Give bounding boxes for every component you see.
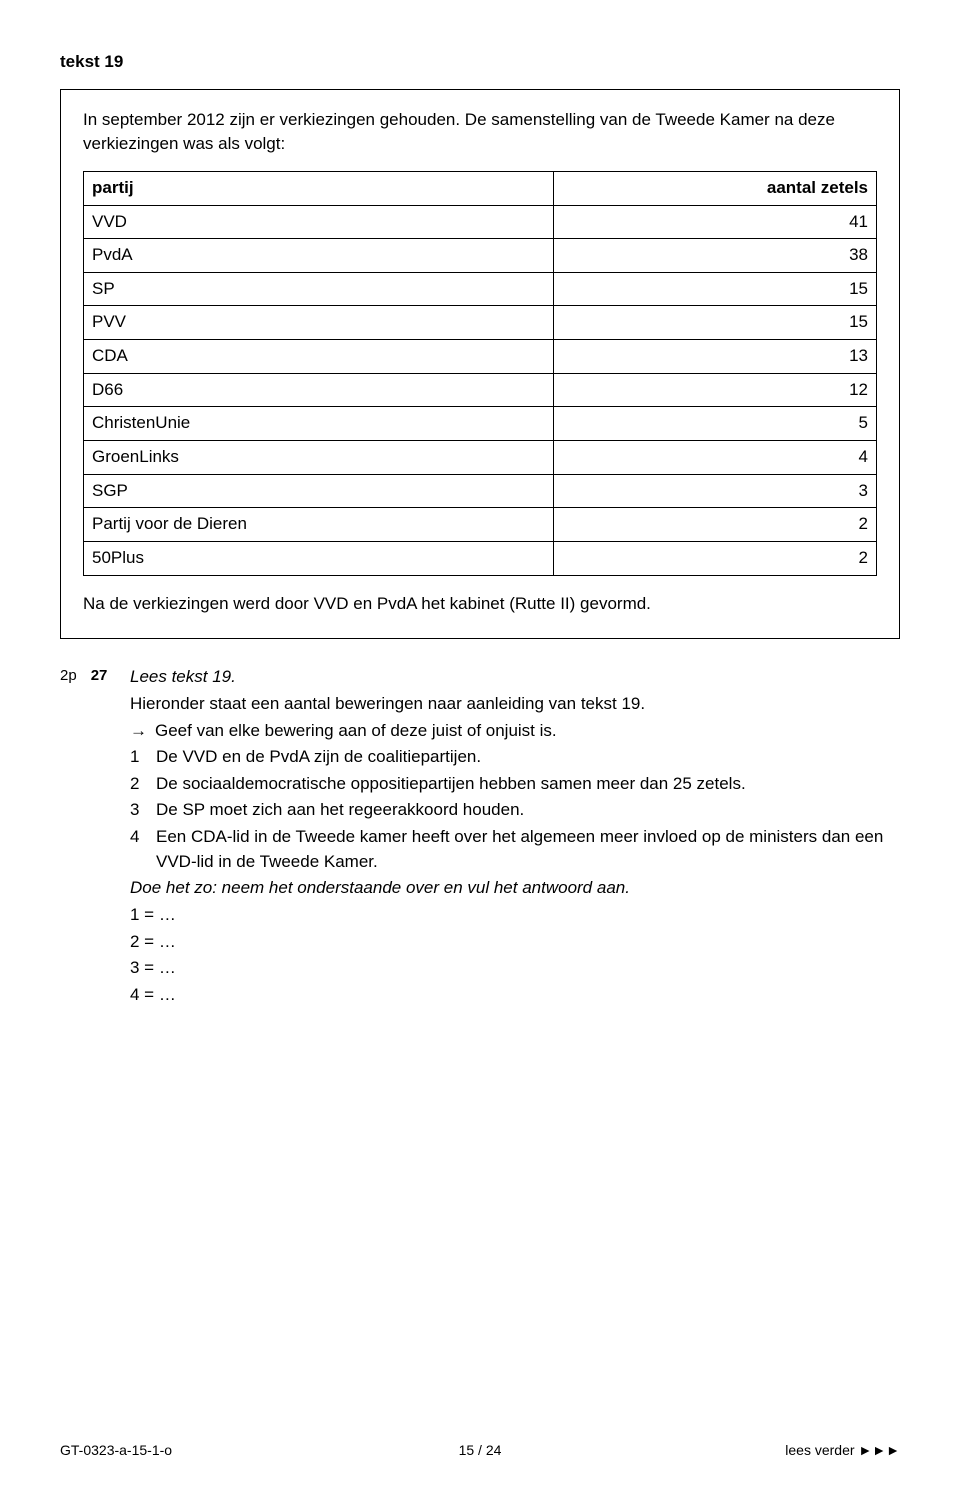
- table-row: PVV15: [84, 306, 877, 340]
- seats-cell: 3: [554, 474, 877, 508]
- page-footer: GT-0323-a-15-1-o 15 / 24 lees verder ►►►: [60, 1440, 900, 1460]
- statement-number: 1: [130, 745, 156, 770]
- party-cell: SGP: [84, 474, 554, 508]
- table-row: GroenLinks4: [84, 441, 877, 475]
- table-row: PvdA38: [84, 239, 877, 273]
- party-cell: 50Plus: [84, 541, 554, 575]
- party-cell: GroenLinks: [84, 441, 554, 475]
- seats-cell: 13: [554, 340, 877, 374]
- party-cell: VVD: [84, 205, 554, 239]
- lead-text: Hieronder staat een aantal beweringen na…: [130, 692, 900, 717]
- seats-cell: 5: [554, 407, 877, 441]
- question-body: Lees tekst 19. Hieronder staat een aanta…: [130, 665, 900, 1007]
- party-cell: PVV: [84, 306, 554, 340]
- statement-line: 3De SP moet zich aan het regeerakkoord h…: [130, 798, 900, 823]
- question-points: 2p: [60, 665, 77, 1007]
- table-row: CDA13: [84, 340, 877, 374]
- statement-line: 2De sociaaldemocratische oppositiepartij…: [130, 772, 900, 797]
- statement-text: Een CDA-lid in de Tweede kamer heeft ove…: [156, 825, 900, 874]
- statement-number: 2: [130, 772, 156, 797]
- party-cell: ChristenUnie: [84, 407, 554, 441]
- party-cell: D66: [84, 373, 554, 407]
- statement-line: 1De VVD en de PvdA zijn de coalitieparti…: [130, 745, 900, 770]
- table-row: Partij voor de Dieren2: [84, 508, 877, 542]
- footer-middle: 15 / 24: [60, 1440, 900, 1460]
- question-block: 2p 27 Lees tekst 19. Hieronder staat een…: [60, 665, 900, 1007]
- table-row: SGP3: [84, 474, 877, 508]
- table-row: SP15: [84, 272, 877, 306]
- statement-text: De VVD en de PvdA zijn de coalitiepartij…: [156, 745, 900, 770]
- read-instruction: Lees tekst 19.: [130, 665, 900, 690]
- party-cell: Partij voor de Dieren: [84, 508, 554, 542]
- answer-line: 2 = …: [130, 930, 900, 955]
- party-cell: PvdA: [84, 239, 554, 273]
- seats-cell: 15: [554, 306, 877, 340]
- statement-number: 3: [130, 798, 156, 823]
- seats-cell: 38: [554, 239, 877, 273]
- col-seats-header: aantal zetels: [554, 171, 877, 205]
- party-cell: CDA: [84, 340, 554, 374]
- party-cell: SP: [84, 272, 554, 306]
- seats-cell: 2: [554, 508, 877, 542]
- source-text-box: In september 2012 zijn er verkiezingen g…: [60, 89, 900, 640]
- table-row: 50Plus2: [84, 541, 877, 575]
- seats-cell: 4: [554, 441, 877, 475]
- statement-number: 4: [130, 825, 156, 874]
- closing-instruction: Doe het zo: neem het onderstaande over e…: [130, 876, 900, 901]
- answer-line: 3 = …: [130, 956, 900, 981]
- table-row: D6612: [84, 373, 877, 407]
- answer-line: 4 = …: [130, 983, 900, 1008]
- question-number: 27: [91, 665, 108, 1007]
- statement-text: De sociaaldemocratische oppositiepartije…: [156, 772, 900, 797]
- instruction-line: Geef van elke bewering aan of deze juist…: [130, 719, 900, 744]
- question-margin: 2p 27: [60, 665, 130, 1007]
- statement-text: De SP moet zich aan het regeerakkoord ho…: [156, 798, 900, 823]
- seats-cell: 12: [554, 373, 877, 407]
- table-row: ChristenUnie5: [84, 407, 877, 441]
- table-row: VVD41: [84, 205, 877, 239]
- seats-cell: 15: [554, 272, 877, 306]
- seats-cell: 41: [554, 205, 877, 239]
- text-heading: tekst 19: [60, 50, 900, 75]
- seats-table: partij aantal zetels VVD41PvdA38SP15PVV1…: [83, 171, 877, 576]
- statement-line: 4Een CDA-lid in de Tweede kamer heeft ov…: [130, 825, 900, 874]
- after-paragraph: Na de verkiezingen werd door VVD en PvdA…: [83, 592, 877, 617]
- col-party-header: partij: [84, 171, 554, 205]
- intro-paragraph: In september 2012 zijn er verkiezingen g…: [83, 108, 877, 157]
- seats-cell: 2: [554, 541, 877, 575]
- answer-line: 1 = …: [130, 903, 900, 928]
